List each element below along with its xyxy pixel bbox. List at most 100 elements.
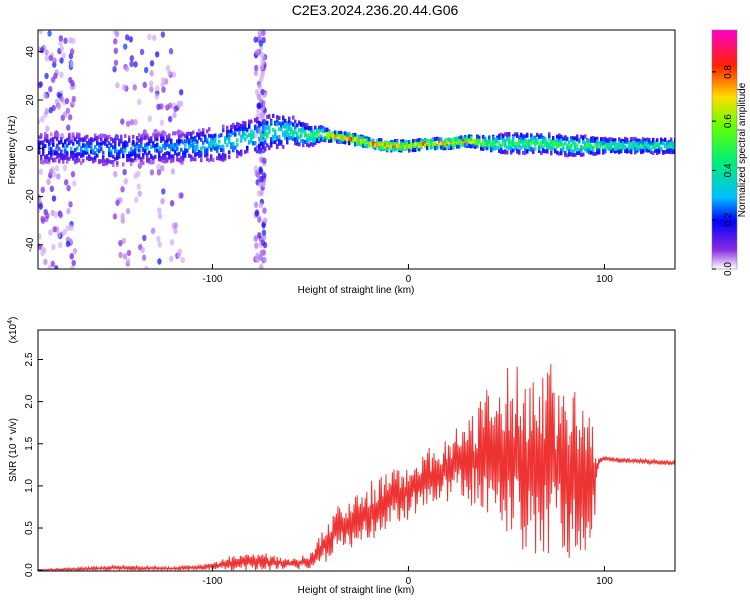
heatmap-ridge-cell: [258, 144, 261, 149]
heatmap-ridge-cell: [142, 160, 145, 165]
heatmap-ridge-cell: [532, 135, 535, 140]
heatmap-ridge-cell: [538, 149, 541, 154]
heatmap-ridge-cell: [196, 151, 199, 156]
heatmap-ridge-cell: [188, 153, 191, 158]
heatmap-ridge-cell: [206, 129, 209, 134]
heatmap-ridge-cell: [644, 146, 647, 151]
heatmap-ridge-cell: [402, 146, 405, 151]
heatmap-noise-cell: [262, 217, 268, 224]
heatmap-ridge-cell: [234, 145, 237, 150]
heatmap-ridge-cell: [56, 143, 59, 148]
heatmap-ridge-cell: [218, 134, 221, 139]
snr-x-axis-label: Height of straight line (km): [298, 585, 415, 596]
heatmap-noise-cell: [261, 30, 266, 37]
heatmap-ridge-cell: [194, 140, 197, 145]
heatmap-ridge-cell: [282, 124, 285, 129]
heatmap-ridge-cell: [624, 139, 627, 144]
heatmap-noise-cell: [141, 254, 147, 261]
heatmap-noise-cell: [43, 93, 48, 100]
heatmap-ridge-cell: [222, 128, 225, 133]
heatmap-ridge-cell: [124, 133, 127, 138]
heatmap-ridge-cell: [244, 125, 247, 130]
heatmap-ridge-cell: [444, 143, 447, 148]
heatmap-noise-cell: [62, 228, 68, 236]
heatmap-ridge-cell: [164, 142, 167, 147]
heatmap-noise-cell: [257, 232, 262, 239]
heatmap-ridge-cell: [296, 138, 299, 143]
heatmap-noise-cell: [171, 71, 177, 78]
heatmap-ridge-cell: [268, 114, 271, 119]
heatmap-noise-cell: [169, 200, 175, 207]
heatmap-noise-cell: [149, 70, 154, 77]
heatmap-ridge-cell: [312, 135, 315, 140]
heatmap-ridge-cell: [234, 125, 237, 130]
heatmap-ridge-cell: [372, 141, 375, 146]
heatmap-noise-cell: [176, 129, 182, 136]
heatmap-ridge-cell: [194, 157, 197, 162]
heatmap-ridge-cell: [568, 149, 571, 154]
heatmap-ridge-cell: [662, 139, 665, 144]
heatmap-cells: [38, 30, 675, 269]
heatmap-ridge-cell: [230, 132, 233, 137]
heatmap-ridge-cell: [634, 150, 637, 155]
heatmap-ridge-cell: [168, 143, 171, 148]
heatmap-ridge-cell: [82, 143, 85, 148]
heatmap-ridge-cell: [496, 145, 499, 150]
heatmap-ridge-cell: [280, 127, 283, 132]
heatmap-ridge-cell: [84, 150, 87, 155]
heatmap-ridge-cell: [358, 141, 361, 146]
heatmap-ridge-cell: [126, 142, 129, 147]
heatmap-ridge-cell: [262, 144, 265, 149]
heatmap-noise-cell: [256, 107, 261, 115]
heatmap-ridge-cell: [248, 121, 251, 126]
heatmap-ridge-cell: [420, 145, 423, 150]
heatmap-noise-cell: [173, 222, 178, 229]
heatmap-ridge-cell: [612, 141, 615, 146]
heatmap-ridge-cell: [614, 143, 617, 148]
heatmap-ridge-cell: [442, 140, 445, 145]
heatmap-ridge-cell: [346, 132, 349, 137]
heatmap-noise-cell: [54, 265, 59, 269]
heatmap-ridge-cell: [134, 143, 137, 148]
heatmap-ridge-cell: [506, 135, 509, 140]
heatmap-ridge-cell: [288, 136, 291, 141]
heatmap-ridge-cell: [192, 156, 195, 161]
heatmap-ridge-cell: [204, 153, 207, 158]
heatmap-ridge-cell: [498, 136, 501, 141]
heatmap-ridge-cell: [318, 128, 321, 133]
heatmap-ridge-cell: [284, 123, 287, 128]
heatmap-ridge-cell: [656, 142, 659, 147]
heatmap-ridge-cell: [202, 132, 205, 137]
heatmap-ridge-cell: [374, 146, 377, 151]
heatmap-ridge-cell: [264, 125, 267, 130]
heatmap-ridge-cell: [636, 138, 639, 143]
heatmap-ridge-cell: [148, 141, 151, 146]
heatmap-ridge-cell: [312, 138, 315, 143]
heatmap-noise-cell: [125, 120, 131, 127]
heatmap-ridge-cell: [136, 145, 139, 150]
heatmap-noise-cell: [262, 172, 267, 179]
heatmap-ridge-cell: [378, 141, 381, 146]
heatmap-ridge-cell: [134, 156, 137, 161]
heatmap-ridge-cell: [50, 137, 53, 142]
heatmap-ridge-cell: [132, 151, 135, 156]
heatmap-ridge-cell: [184, 133, 187, 138]
heatmap-ridge-cell: [338, 130, 341, 135]
heatmap-ridge-cell: [138, 133, 141, 138]
heatmap-ridge-cell: [596, 144, 599, 149]
heatmap-ridge-cell: [390, 139, 393, 144]
heatmap-ridge-cell: [440, 141, 443, 146]
heatmap-ridge-cell: [282, 121, 285, 126]
heatmap-noise-cell: [150, 227, 155, 235]
heatmap-ridge-cell: [232, 142, 235, 147]
heatmap-ridge-cell: [156, 137, 159, 142]
heatmap-ridge-cell: [512, 148, 515, 153]
heatmap-ridge-cell: [514, 132, 517, 137]
heatmap-ridge-cell: [608, 140, 611, 145]
heatmap-ridge-cell: [440, 145, 443, 150]
heatmap-ridge-cell: [238, 126, 241, 131]
heatmap-ridge-cell: [276, 135, 279, 140]
heatmap-ridge-cell: [628, 143, 631, 148]
heatmap-ridge-cell: [578, 138, 581, 143]
heatmap-ridge-cell: [510, 146, 513, 151]
